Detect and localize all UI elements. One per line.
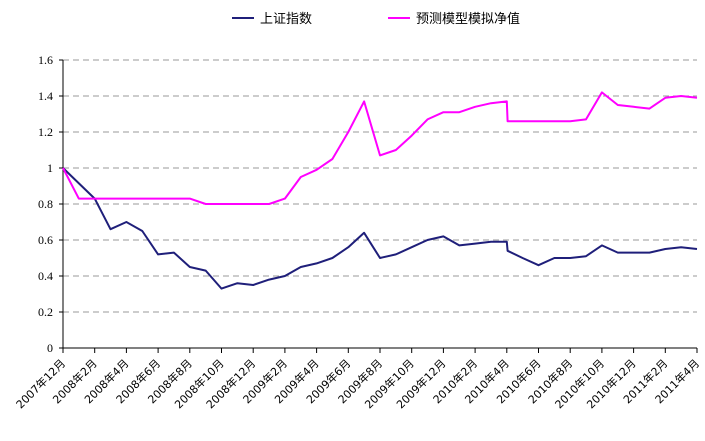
- gridlines: [63, 59, 697, 313]
- legend-item-model-nav: 预测模型模拟净值: [388, 8, 520, 27]
- y-tick-label: 1: [47, 161, 53, 175]
- y-tick-label: 1.4: [38, 89, 53, 103]
- y-tick-label: 1.2: [38, 125, 53, 139]
- legend-swatch-shanghai-index: [232, 16, 254, 19]
- legend-item-shanghai-index: 上证指数: [232, 8, 312, 27]
- series-lines: [62, 91, 698, 290]
- series-line-shanghai-index: [62, 167, 698, 290]
- legend-label-shanghai-index: 上证指数: [260, 12, 313, 27]
- y-axis-ticks: 0 0.2 0.4 0.6 0.8 1 1.2 1.4 1.6: [38, 53, 63, 355]
- y-tick-label: 0.4: [38, 269, 53, 283]
- x-axis-ticks: 2007年12月2008年2月2008年4月2008年6月2008年8月2008…: [13, 348, 702, 411]
- series-line-model-nav: [62, 91, 698, 205]
- y-tick-label: 0.8: [38, 197, 53, 211]
- y-tick-label: 0.6: [38, 233, 53, 247]
- legend-swatch-model-nav: [388, 16, 410, 19]
- legend-label-model-nav: 预测模型模拟净值: [416, 12, 521, 27]
- y-tick-label: 1.6: [38, 53, 53, 67]
- chart-legend: 上证指数 预测模型模拟净值: [0, 8, 705, 30]
- y-tick-label: 0: [47, 341, 53, 355]
- y-tick-label: 0.2: [38, 305, 53, 319]
